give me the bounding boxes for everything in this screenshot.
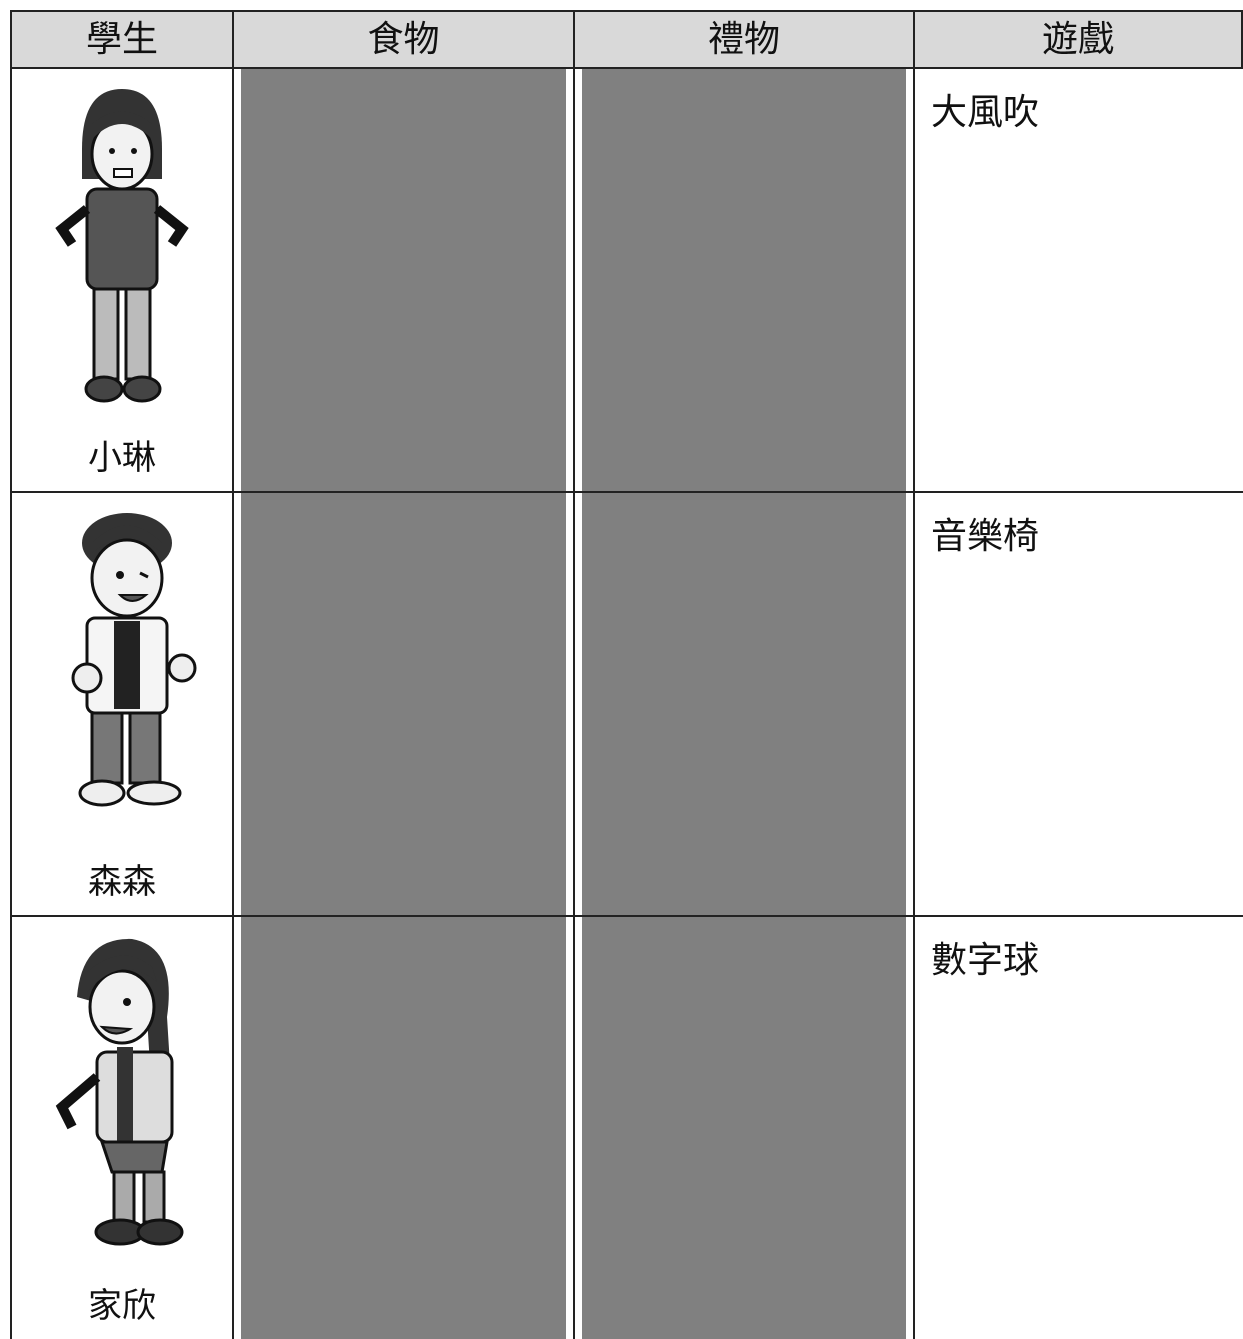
hidden-answer <box>241 493 566 915</box>
student-cell: 家欣 <box>10 915 232 1339</box>
student-cell: 小琳 <box>10 67 232 491</box>
hidden-answer <box>582 493 906 915</box>
header-cell: 遊戲 <box>913 10 1243 67</box>
hidden-answer <box>582 917 906 1339</box>
student-illustration <box>55 938 184 1246</box>
game-cell: 數字球 <box>913 915 1243 1339</box>
header-cell: 禮物 <box>573 10 913 67</box>
student-cell: 森森 <box>10 491 232 915</box>
answer-cell <box>573 67 913 491</box>
student-illustration <box>55 89 189 403</box>
answer-cell <box>573 491 913 915</box>
game-cell: 音樂椅 <box>913 491 1243 915</box>
hidden-answer <box>582 69 906 491</box>
student-name: 小琳 <box>88 438 156 478</box>
student-name: 家欣 <box>88 1286 156 1326</box>
hidden-answer <box>241 917 566 1339</box>
answer-cell <box>232 491 573 915</box>
answer-cell <box>232 67 573 491</box>
answer-cell <box>573 915 913 1339</box>
hidden-answer <box>241 69 566 491</box>
game-cell: 大風吹 <box>913 67 1243 491</box>
header-cell: 食物 <box>232 10 573 67</box>
student-illustration <box>71 513 197 807</box>
answer-cell <box>232 915 573 1339</box>
student-name: 森森 <box>88 862 156 902</box>
header-cell: 學生 <box>10 10 232 67</box>
